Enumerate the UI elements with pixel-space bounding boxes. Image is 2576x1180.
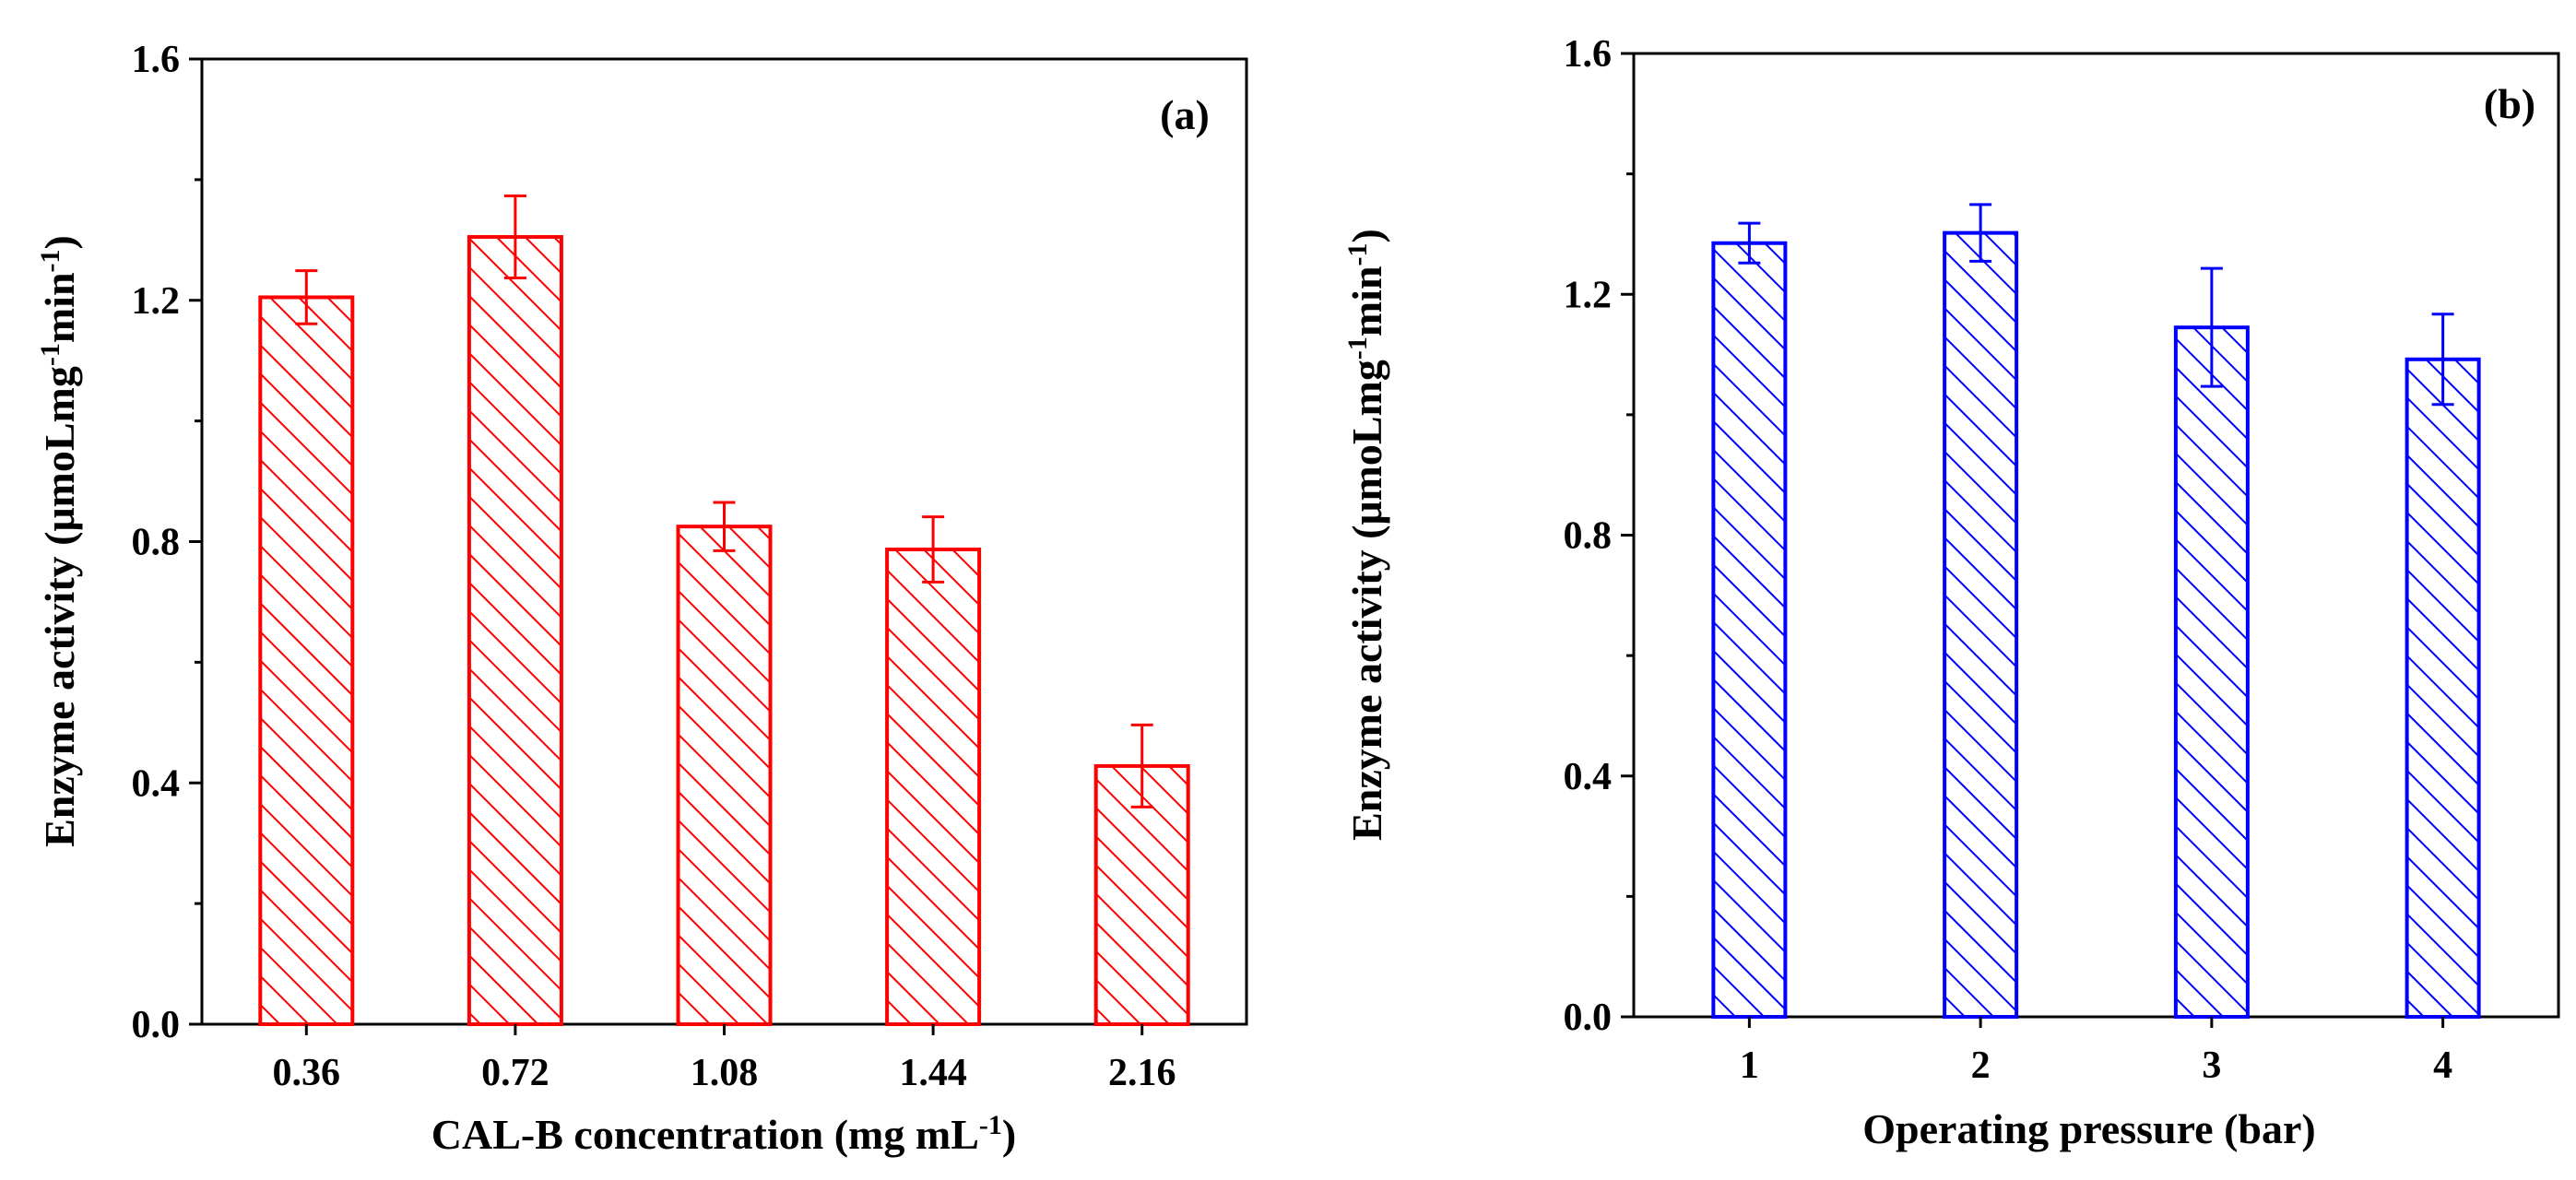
x-tick-label-a: 1.08 [691,1052,759,1094]
y-tick-label-b: 0.8 [1564,515,1613,558]
chart-panel-a: 0.0 0.4 0.8 1.2 1.6 0.36 0.72 1.08 1.44 2.16 (a)… [35,39,1248,1158]
x-tick-label-a: 1.44 [899,1052,967,1094]
panel-label-b: (b) [2484,80,2535,127]
error-bar-a-4 [1130,723,1153,808]
bars-a [258,195,1190,1026]
bar-b-3 [2405,357,2481,1020]
bar-b-1 [1943,230,2019,1020]
error-bar-a-1 [503,195,526,280]
bar-a-1 [467,235,563,1026]
y-tick-label-a: 0.8 [132,522,181,564]
bar-a-2 [676,525,773,1026]
y-tick-label-b: 0.4 [1564,756,1613,798]
error-bar-a-2 [713,501,736,552]
y-tick-label-a: 1.2 [132,280,181,323]
bar-a-0 [258,295,355,1026]
x-tick-label-a: 0.72 [481,1052,549,1094]
y-axis-b: 0.0 0.4 0.8 1.2 1.6 [1564,33,1634,1039]
x-axis-a: 0.36 0.72 1.08 1.44 2.16 [273,1024,1176,1094]
bar-b-2 [2173,325,2250,1019]
x-axis-title-a: CAL-B concentration (mg mL-1) [431,1110,1016,1158]
bar-b-0 [1711,241,1788,1019]
error-bar-a-3 [922,515,945,584]
y-axis-title-b: Enzyme activity (μmoLmg-1min-1) [1342,229,1390,841]
bars-b [1711,203,2481,1020]
error-bar-b-3 [2431,313,2454,407]
x-axis-title-b: Operating pressure (bar) [1862,1105,2316,1152]
x-tick-label-b: 1 [1740,1044,1759,1087]
bar-a-3 [885,548,982,1026]
y-axis-title-a: Enzyme activity (μmoLmg-1min-1) [35,235,83,847]
x-tick-label-b: 2 [1971,1044,1991,1087]
y-tick-label-b: 1.2 [1564,274,1613,316]
x-tick-label-b: 4 [2433,1044,2452,1087]
error-bar-b-0 [1738,221,1761,265]
x-tick-label-a: 2.16 [1108,1052,1176,1094]
chart-panel-b: 0.0 0.4 0.8 1.2 1.6 1 2 3 4 (b) Enzyme activity… [1342,33,2560,1152]
x-axis-b: 1 2 3 4 [1740,1017,2452,1087]
y-tick-label-b: 0.0 [1564,997,1613,1039]
error-bar-a-0 [295,269,318,325]
y-tick-label-a: 0.4 [132,762,181,805]
x-tick-label-b: 3 [2202,1044,2221,1087]
error-bar-b-1 [1969,203,1992,263]
y-axis-a: 0.0 0.4 0.8 1.2 1.6 [132,39,202,1046]
x-tick-label-a: 0.36 [273,1052,341,1094]
panel-label-a: (a) [1160,91,1210,138]
error-bar-b-2 [2200,266,2223,388]
y-tick-label-a: 0.0 [132,1004,181,1046]
y-tick-label-b: 1.6 [1564,33,1613,76]
y-tick-label-a: 1.6 [132,39,181,81]
